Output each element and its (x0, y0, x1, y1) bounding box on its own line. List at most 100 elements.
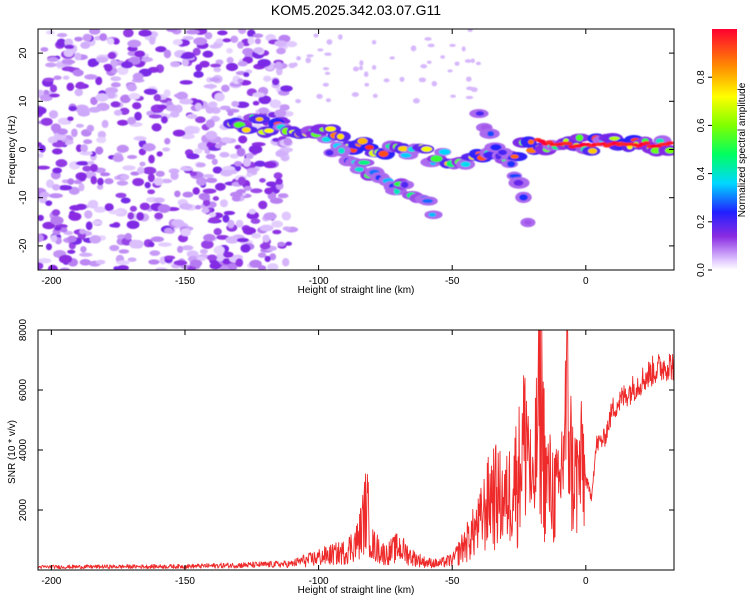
heatmap-blob (519, 194, 528, 201)
snr-x-tick-label: -50 (445, 576, 460, 587)
heatmap-blob (281, 156, 289, 161)
heatmap-blob (255, 117, 264, 122)
heatmap-blob (222, 251, 234, 258)
heatmap-blob (95, 93, 109, 102)
heatmap-blob (227, 219, 235, 229)
heatmap-blob (235, 258, 244, 268)
heatmap-blob (269, 253, 277, 261)
heatmap-blob (202, 199, 211, 207)
heatmap-blob (121, 61, 133, 69)
heatmap-blob (508, 173, 521, 178)
heatmap-blob (105, 87, 119, 94)
heatmap-blob (160, 178, 173, 184)
heatmap-blob (223, 210, 236, 216)
heatmap-blob (120, 197, 131, 204)
heatmap-blob (153, 177, 164, 186)
heatmap-blob (68, 212, 82, 221)
heatmap-blob (237, 41, 244, 49)
heatmap-blob (325, 98, 332, 103)
heatmap-blob (79, 151, 93, 156)
heatmap-blob (466, 86, 474, 91)
heatmap-blob (257, 58, 271, 68)
spectrogram-x-tick-label: -200 (41, 276, 61, 287)
heatmap-blob (182, 35, 194, 41)
heatmap-blob (400, 181, 409, 188)
heatmap-blob (127, 116, 137, 125)
heatmap-blob (467, 29, 473, 32)
heatmap-blob (241, 127, 251, 133)
heatmap-blob (39, 144, 46, 153)
heatmap-blob (112, 154, 124, 163)
heatmap-blob (49, 84, 58, 93)
heatmap-blob (236, 147, 246, 157)
heatmap-blob (371, 65, 377, 70)
heatmap-blob (189, 259, 203, 268)
heatmap-blob (276, 47, 286, 55)
heatmap-blob (172, 129, 186, 137)
heatmap-blob (262, 234, 270, 243)
heatmap-blob (141, 57, 154, 63)
heatmap-blob (137, 166, 145, 175)
heatmap-blob (39, 191, 50, 198)
heatmap-blob (285, 241, 292, 246)
heatmap-blob (215, 59, 224, 66)
spectrogram-x-tick-label: -50 (445, 276, 460, 287)
heatmap-blob (96, 259, 106, 265)
heatmap-blob (97, 130, 107, 139)
heatmap-blob (139, 161, 146, 167)
heatmap-blob (74, 36, 83, 42)
heatmap-blob (258, 200, 268, 210)
heatmap-blob (213, 245, 225, 255)
heatmap-blob (56, 32, 68, 38)
heatmap-blob (275, 150, 286, 158)
heatmap-blob (59, 267, 70, 270)
heatmap-blob (134, 111, 142, 121)
heatmap-blob (248, 144, 263, 154)
heatmap-blob (449, 43, 456, 47)
heatmap-blob (242, 227, 257, 235)
heatmap-blob (487, 131, 495, 137)
heatmap-blob (51, 209, 61, 216)
heatmap-blob (67, 116, 74, 122)
heatmap-blob (174, 190, 181, 198)
heatmap-blob (470, 58, 475, 63)
colorbar-tick-label: 0.8 (696, 70, 707, 84)
heatmap-blob (251, 142, 266, 147)
snr-panel: -200 -150 -100 -50 0 2000 4000 6000 8000 Height… (7, 318, 675, 596)
heatmap-blob (179, 166, 194, 172)
heatmap-blob (222, 214, 230, 223)
heatmap-blob (184, 125, 198, 135)
heatmap-blob (155, 170, 165, 177)
heatmap-blob (80, 144, 88, 153)
heatmap-blob (475, 61, 481, 66)
heatmap-blob (430, 155, 443, 163)
heatmap-blob (389, 56, 395, 60)
heatmap-blob (665, 147, 674, 154)
heatmap-blob (251, 232, 262, 239)
heatmap-blob (461, 46, 466, 52)
heatmap-blob (466, 76, 472, 82)
heatmap-blob (195, 205, 202, 210)
heatmap-blob (150, 236, 165, 243)
heatmap-blob (43, 77, 55, 82)
heatmap-blob (259, 242, 271, 250)
heatmap-blob (211, 158, 218, 165)
heatmap-blob (139, 202, 151, 211)
heatmap-blob (490, 144, 502, 151)
heatmap-blob (87, 59, 97, 68)
heatmap-blob (252, 33, 264, 38)
heatmap-blob (132, 102, 142, 110)
heatmap-blob (524, 220, 532, 225)
heatmap-blob (186, 153, 200, 160)
heatmap-blob (220, 169, 233, 177)
heatmap-blob (205, 177, 218, 183)
heatmap-blob (78, 182, 85, 192)
spectrogram-y-ticks: -20 -10 0 10 20 (18, 47, 674, 253)
heatmap-blob (75, 81, 86, 90)
heatmap-blob (281, 211, 292, 221)
heatmap-blob (326, 39, 333, 45)
heatmap-blob (162, 147, 171, 152)
heatmap-blob (359, 60, 364, 66)
heatmap-blob (245, 152, 254, 160)
heatmap-blob (148, 259, 160, 265)
